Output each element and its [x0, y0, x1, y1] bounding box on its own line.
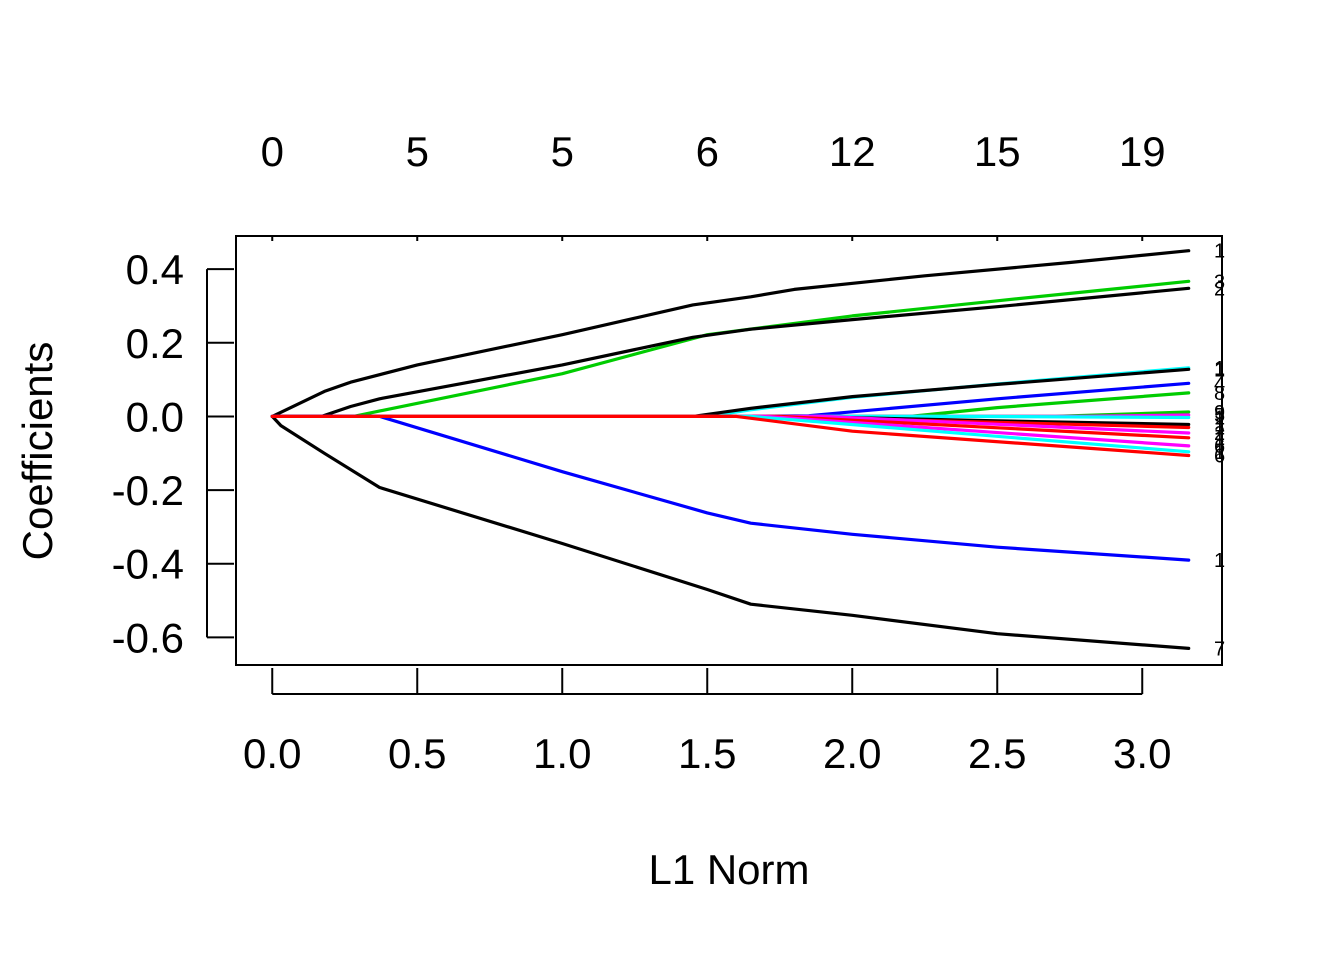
coefficient-path-3 [270, 286, 1191, 418]
series-end-label: 1 [1214, 428, 1225, 450]
top-tick-label: 19 [1119, 128, 1166, 175]
series-end-label: 1 [1214, 550, 1225, 572]
series-end-label: 4 [1214, 373, 1225, 395]
series-end-label: 9 [1214, 402, 1225, 424]
top-tick-label: 5 [406, 128, 429, 175]
y-tick-label: 0.4 [126, 246, 184, 293]
y-tick-label: -0.4 [112, 541, 184, 588]
x-tick-label: 0.5 [388, 730, 446, 777]
series-end-label: 5 [1214, 405, 1225, 427]
series-end-label: 1 [1214, 358, 1225, 380]
series-end-label: 2 [1214, 423, 1225, 445]
series-layer [270, 249, 1191, 651]
top-tick-label: 5 [551, 128, 574, 175]
y-tick-label: 0.2 [126, 320, 184, 367]
series-end-label: 2 [1214, 278, 1225, 300]
series-end-label: 1 [1214, 415, 1225, 437]
series-end-label: 1 [1214, 241, 1225, 263]
coefficient-path-18 [270, 414, 1191, 562]
series-end-label: 3 [1214, 271, 1225, 293]
x-tick-label: 1.0 [533, 730, 591, 777]
x-axis-title: L1 Norm [648, 846, 809, 893]
series-end-label: 1 [1214, 359, 1225, 381]
series-end-label: 7 [1214, 638, 1225, 660]
top-axis: 0 5 5 6 12 15 19 [261, 128, 1166, 241]
series-end-label: 1 [1214, 417, 1225, 439]
top-tick-label: 15 [974, 128, 1021, 175]
series-end-label: 1 [1214, 408, 1225, 430]
coefficient-path-1 [270, 249, 1191, 418]
series-end-label: 1 [1214, 442, 1225, 464]
x-tick-label: 0.0 [243, 730, 301, 777]
y-axis-title: Coefficients [14, 342, 61, 561]
series-end-label: 6 [1214, 445, 1225, 467]
x-tick-label: 2.5 [968, 730, 1026, 777]
y-axis: 0.4 0.2 0.0 -0.2 -0.4 -0.6 [112, 246, 234, 661]
x-axis: 0.0 0.5 1.0 1.5 2.0 2.5 3.0 [243, 668, 1171, 777]
y-tick-label: 0.0 [126, 393, 184, 440]
top-tick-label: 12 [829, 128, 876, 175]
y-tick-label: -0.6 [112, 614, 184, 661]
x-tick-label: 1.5 [678, 730, 736, 777]
y-tick-label: -0.2 [112, 467, 184, 514]
x-tick-label: 2.0 [823, 730, 881, 777]
plot-frame [235, 235, 1223, 666]
top-tick-label: 0 [261, 128, 284, 175]
series-end-label: 8 [1214, 383, 1225, 405]
x-tick-label: 3.0 [1113, 730, 1171, 777]
coefficient-path-19 [270, 414, 1191, 651]
series-end-label: 6 [1214, 436, 1225, 458]
top-tick-label: 6 [696, 128, 719, 175]
